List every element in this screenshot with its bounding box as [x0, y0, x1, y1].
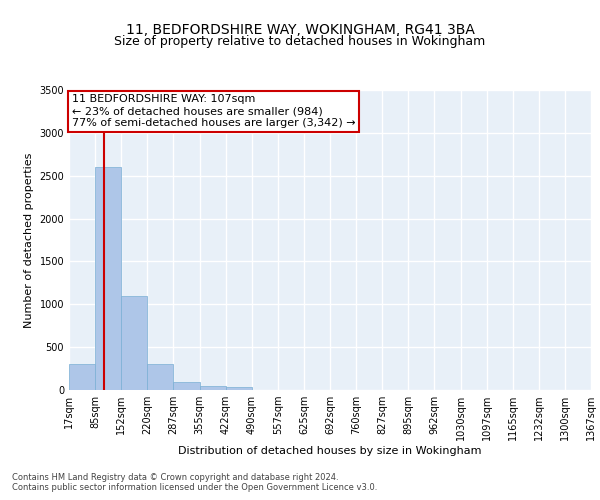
Text: Size of property relative to detached houses in Wokingham: Size of property relative to detached ho… [115, 35, 485, 48]
Bar [199, 386, 226, 390]
Bar [148, 364, 173, 390]
Bar [121, 296, 148, 390]
Text: 11, BEDFORDSHIRE WAY, WOKINGHAM, RG41 3BA: 11, BEDFORDSHIRE WAY, WOKINGHAM, RG41 3B… [125, 22, 475, 36]
Text: 11 BEDFORDSHIRE WAY: 107sqm
← 23% of detached houses are smaller (984)
77% of se: 11 BEDFORDSHIRE WAY: 107sqm ← 23% of det… [71, 94, 355, 128]
X-axis label: Distribution of detached houses by size in Wokingham: Distribution of detached houses by size … [178, 446, 482, 456]
Y-axis label: Number of detached properties: Number of detached properties [24, 152, 34, 328]
Text: Contains HM Land Registry data © Crown copyright and database right 2024.: Contains HM Land Registry data © Crown c… [12, 474, 338, 482]
Bar [69, 364, 95, 390]
Text: Contains public sector information licensed under the Open Government Licence v3: Contains public sector information licen… [12, 484, 377, 492]
Bar [226, 388, 252, 390]
Bar [173, 382, 199, 390]
Bar [95, 167, 121, 390]
